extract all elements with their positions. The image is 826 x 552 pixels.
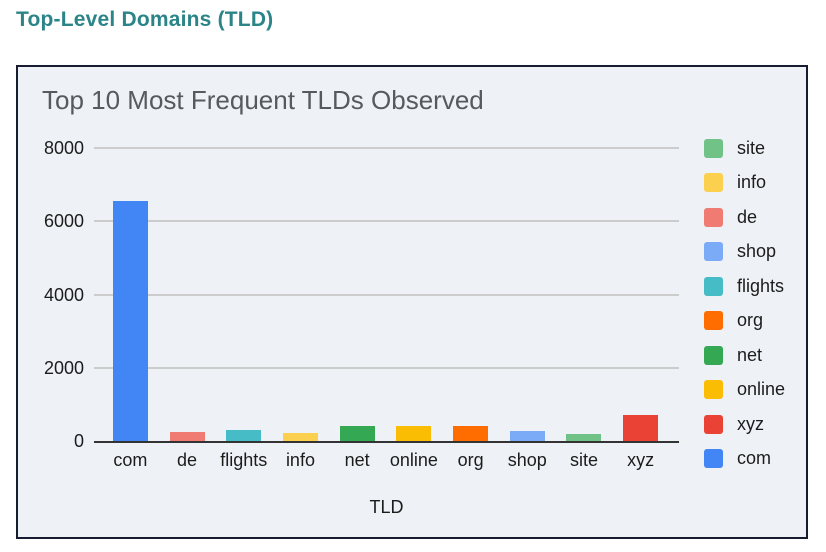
x-axis-line: [94, 441, 679, 443]
bar-slot-net: [329, 148, 386, 441]
y-tick-2000: 2000: [43, 357, 84, 378]
legend-item-xyz[interactable]: xyz: [704, 407, 785, 442]
x-axis-labels: com de flights info net online org shop site xyz: [102, 450, 669, 471]
bar-site[interactable]: [566, 434, 602, 441]
legend-item-online[interactable]: online: [704, 373, 785, 408]
bar-online[interactable]: [396, 426, 432, 441]
gridline-4000: [94, 293, 679, 296]
x-tick-shop: shop: [507, 450, 547, 470]
legend-label-online: online: [737, 379, 786, 400]
legend-label-com: com: [737, 448, 772, 469]
bar-org[interactable]: [453, 426, 489, 441]
legend-label-org: org: [737, 310, 764, 331]
y-tick-6000: 6000: [43, 211, 84, 232]
bar-slot-shop: [499, 148, 556, 441]
legend: site info de shop flights org net online xyz com: [704, 131, 785, 476]
bar-flights[interactable]: [226, 430, 262, 441]
bar-slot-de: [159, 148, 216, 441]
chart-title: Top 10 Most Frequent TLDs Observed: [42, 85, 484, 115]
bar-slot-flights: [215, 148, 272, 441]
gridline-6000: [94, 220, 679, 223]
legend-label-info: info: [737, 172, 767, 193]
bar-series: [102, 148, 669, 441]
legend-label-net: net: [737, 344, 763, 365]
chart-card: Top 10 Most Frequent TLDs Observed 0 2000…: [16, 65, 808, 539]
legend-item-de[interactable]: de: [704, 200, 785, 235]
legend-swatch-com: [704, 449, 723, 469]
legend-label-site: site: [737, 137, 766, 158]
legend-label-de: de: [737, 206, 758, 227]
bar-slot-online: [386, 148, 443, 441]
page-title: Top-Level Domains (TLD): [16, 8, 274, 31]
bar-xyz[interactable]: [623, 415, 659, 441]
x-tick-com: com: [113, 450, 148, 470]
legend-swatch-flights: [704, 276, 723, 296]
legend-swatch-info: [704, 173, 723, 193]
legend-swatch-net: [704, 345, 723, 365]
bar-slot-site: [556, 148, 613, 441]
legend-swatch-org: [704, 311, 723, 331]
x-tick-online: online: [389, 450, 438, 470]
legend-swatch-online: [704, 380, 723, 400]
legend-item-net[interactable]: net: [704, 338, 785, 373]
legend-item-org[interactable]: org: [704, 304, 785, 339]
x-tick-de: de: [177, 450, 198, 470]
bar-shop[interactable]: [509, 430, 545, 441]
bar-info[interactable]: [282, 432, 318, 441]
plot-area: 0 2000 4000 6000 8000: [44, 138, 679, 451]
x-tick-xyz: xyz: [627, 450, 655, 470]
legend-item-site[interactable]: site: [704, 131, 785, 166]
bar-slot-com: [102, 148, 159, 441]
y-tick-4000: 4000: [43, 284, 84, 305]
bar-slot-xyz: [612, 148, 669, 441]
legend-swatch-xyz: [704, 414, 723, 434]
bar-slot-info: [272, 148, 329, 441]
legend-swatch-de: [704, 207, 723, 227]
legend-item-com[interactable]: com: [704, 442, 785, 477]
x-tick-org: org: [457, 450, 484, 470]
legend-label-xyz: xyz: [737, 413, 764, 434]
legend-label-shop: shop: [737, 241, 777, 262]
y-tick-8000: 8000: [43, 138, 84, 158]
x-tick-flights: flights: [220, 450, 268, 470]
x-tick-net: net: [344, 450, 370, 470]
legend-label-flights: flights: [737, 275, 785, 296]
bar-net[interactable]: [339, 426, 375, 441]
legend-swatch-site: [704, 138, 723, 158]
x-tick-info: info: [285, 450, 315, 470]
y-tick-0: 0: [73, 431, 84, 451]
gridline-8000: [94, 147, 679, 149]
bar-com[interactable]: [112, 201, 148, 441]
legend-item-info[interactable]: info: [704, 166, 785, 201]
legend-swatch-shop: [704, 242, 723, 262]
bar-slot-org: [442, 148, 499, 441]
gridline-2000: [94, 366, 679, 369]
legend-item-shop[interactable]: shop: [704, 235, 785, 270]
bar-de[interactable]: [169, 431, 205, 441]
x-tick-site: site: [569, 450, 598, 470]
x-axis-title: TLD: [369, 497, 404, 517]
legend-item-flights[interactable]: flights: [704, 269, 785, 304]
